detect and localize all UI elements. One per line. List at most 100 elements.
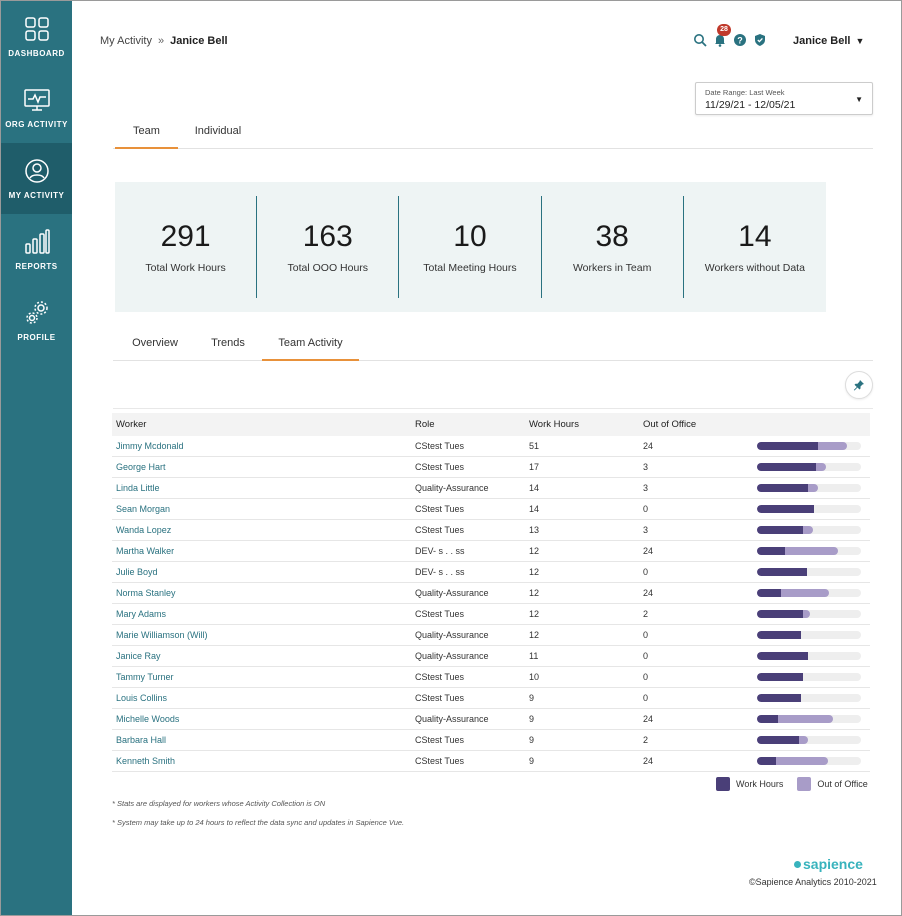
hours-bar [757, 568, 861, 576]
cell-work-hours: 14 [529, 504, 540, 514]
col-role[interactable]: Role [415, 419, 435, 430]
table-row: Jimmy Mcdonald CStest Tues 51 24 [112, 436, 870, 457]
tab-individual[interactable]: Individual [194, 125, 242, 137]
stat-total-ooo-hours: 163 Total OOO Hours [257, 196, 400, 298]
hours-bar [757, 736, 861, 744]
worker-link[interactable]: Sean Morgan [116, 504, 171, 514]
shield-icon[interactable] [753, 33, 767, 47]
hours-bar [757, 463, 861, 471]
ooo-bar-segment [757, 589, 829, 597]
stat-label: Total OOO Hours [287, 262, 369, 274]
date-range-select[interactable]: Date Range: Last Week 11/29/21 - 12/05/2… [695, 82, 873, 115]
table-row: Tammy Turner CStest Tues 10 0 [112, 667, 870, 688]
breadcrumb-current: Janice Bell [170, 35, 228, 47]
table-row: Marie Williamson (Will) Quality-Assurance… [112, 625, 870, 646]
hours-bar [757, 505, 861, 513]
worker-link[interactable]: Barbara Hall [116, 735, 167, 745]
legend-swatch-work [716, 777, 730, 791]
cell-role: CStest Tues [415, 693, 465, 703]
breadcrumb-root[interactable]: My Activity [100, 35, 152, 47]
search-icon[interactable] [693, 33, 707, 47]
footnote-activity-collection: * Stats are displayed for workers whose … [112, 799, 326, 808]
hours-bar [757, 673, 861, 681]
col-out-of-office[interactable]: Out of Office [643, 419, 697, 430]
cell-role: DEV- s . . ss [415, 546, 465, 556]
caret-down-icon: ▼ [855, 95, 863, 104]
cell-out-of-office: 0 [643, 504, 649, 514]
cell-work-hours: 12 [529, 546, 540, 556]
cell-work-hours: 9 [529, 735, 535, 745]
pin-button[interactable] [845, 371, 873, 399]
stat-workers-without-data: 14 Workers without Data [684, 196, 826, 298]
tab-overview[interactable]: Overview [132, 337, 178, 349]
work-bar-segment [757, 673, 803, 681]
worker-link[interactable]: Martha Walker [116, 546, 175, 556]
cell-out-of-office: 2 [643, 609, 649, 619]
nav-my-activity[interactable]: MY ACTIVITY [1, 143, 72, 214]
worker-link[interactable]: Tammy Turner [116, 672, 174, 682]
stat-label: Workers in Team [572, 262, 652, 274]
work-bar-segment [757, 526, 803, 534]
worker-link[interactable]: Louis Collins [116, 693, 168, 703]
stat-label: Total Work Hours [145, 262, 226, 274]
worker-link[interactable]: Linda Little [116, 483, 160, 493]
stat-workers-in-team: 38 Workers in Team [542, 196, 684, 298]
worker-link[interactable]: Janice Ray [116, 651, 161, 661]
work-bar-segment [757, 631, 801, 639]
table-row: Louis Collins CStest Tues 9 0 [112, 688, 870, 709]
bell-icon[interactable] [713, 33, 727, 47]
tab-team-activity[interactable]: Team Activity [262, 330, 359, 361]
worker-link[interactable]: Julie Boyd [116, 567, 158, 577]
worker-link[interactable]: Norma Stanley [116, 588, 176, 598]
ooo-bar-segment [757, 547, 838, 555]
cell-work-hours: 12 [529, 567, 540, 577]
cell-work-hours: 12 [529, 630, 540, 640]
cell-out-of-office: 3 [643, 525, 649, 535]
cell-bar [757, 673, 870, 681]
cell-bar [757, 736, 870, 744]
view-tabs: Team Individual [113, 118, 873, 149]
nav-org-activity-label: ORG ACTIVITY [5, 120, 68, 129]
work-bar-segment [757, 484, 808, 492]
user-menu[interactable]: Janice Bell ▼ [793, 35, 864, 47]
worker-link[interactable]: Michelle Woods [116, 714, 180, 724]
work-bar-segment [757, 715, 778, 723]
cell-out-of-office: 0 [643, 693, 649, 703]
worker-link[interactable]: Jimmy Mcdonald [116, 441, 184, 451]
sidebar: DASHBOARD ORG ACTIVITY MY ACTIVITY REPOR… [1, 1, 72, 915]
table-row: Janice Ray Quality-Assurance 11 0 [112, 646, 870, 667]
worker-link[interactable]: George Hart [116, 462, 166, 472]
sub-tabs: Overview Trends Team Activity [113, 330, 873, 361]
nav-dashboard[interactable]: DASHBOARD [1, 1, 72, 72]
cell-bar [757, 505, 870, 513]
worker-link[interactable]: Wanda Lopez [116, 525, 172, 535]
worker-link[interactable]: Mary Adams [116, 609, 167, 619]
col-worker[interactable]: Worker [116, 419, 147, 430]
work-bar-segment [757, 568, 807, 576]
help-icon[interactable]: ? [733, 33, 747, 47]
svg-text:?: ? [737, 36, 743, 46]
nav-reports[interactable]: REPORTS [1, 214, 72, 285]
cell-role: CStest Tues [415, 735, 465, 745]
worker-link[interactable]: Marie Williamson (Will) [116, 630, 208, 640]
cell-role: DEV- s . . ss [415, 567, 465, 577]
tab-team[interactable]: Team [115, 118, 178, 149]
nav-profile[interactable]: PROFILE [1, 285, 72, 356]
cell-bar [757, 631, 870, 639]
monitor-icon [23, 89, 50, 111]
tab-trends[interactable]: Trends [211, 337, 245, 349]
nav-profile-label: PROFILE [17, 333, 56, 342]
work-bar-segment [757, 463, 816, 471]
col-work-hours[interactable]: Work Hours [529, 419, 579, 430]
hours-bar [757, 589, 861, 597]
ooo-bar-segment [757, 715, 833, 723]
nav-org-activity[interactable]: ORG ACTIVITY [1, 72, 72, 143]
cell-role: CStest Tues [415, 756, 465, 766]
cell-role: Quality-Assurance [415, 651, 489, 661]
stats-panel: 291 Total Work Hours 163 Total OOO Hours… [115, 182, 826, 312]
table-row: Norma Stanley Quality-Assurance 12 24 [112, 583, 870, 604]
worker-link[interactable]: Kenneth Smith [116, 756, 176, 766]
work-bar-segment [757, 610, 803, 618]
hours-bar [757, 631, 861, 639]
cell-bar [757, 694, 870, 702]
